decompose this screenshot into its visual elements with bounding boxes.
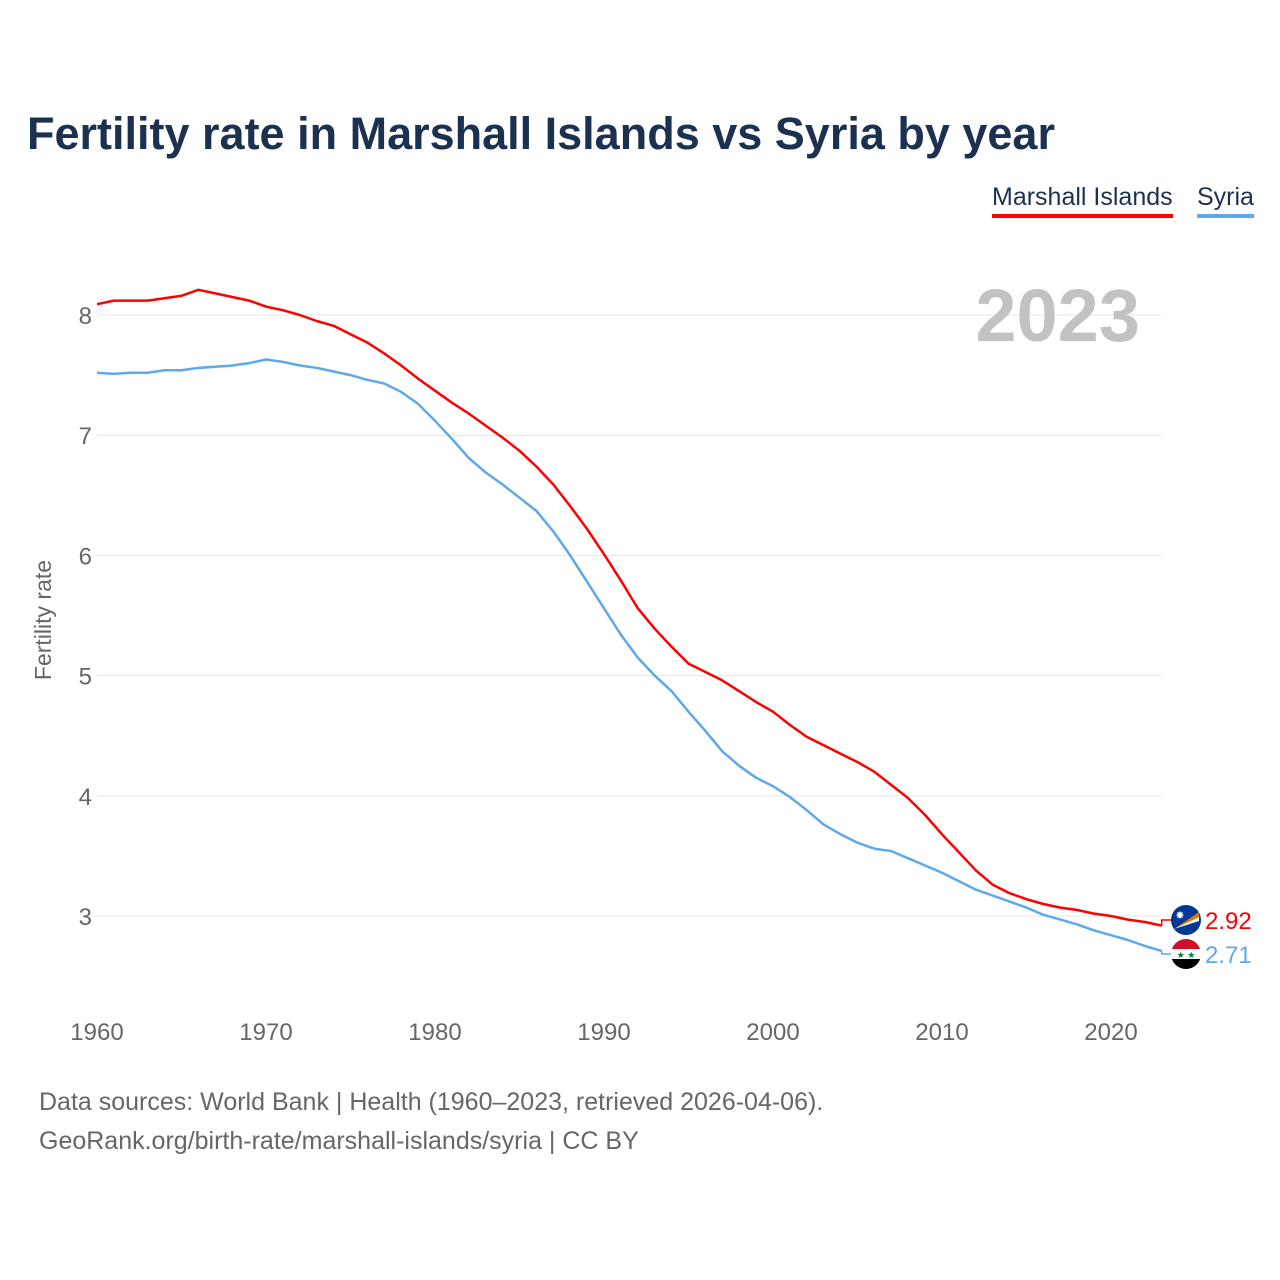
x-tick-label: 2020 (1084, 1019, 1137, 1046)
connector-line (1160, 950, 1172, 955)
flag-star: ✸ (1175, 910, 1184, 922)
chart-title: Fertility rate in Marshall Islands vs Sy… (27, 108, 1055, 159)
y-tick-label: 7 (79, 423, 92, 450)
y-tick-label: 5 (79, 664, 92, 691)
x-tick-label: 1980 (408, 1019, 461, 1046)
flag-stripe (1174, 917, 1199, 929)
flag-stripe (1171, 959, 1201, 969)
flag-stripe (1174, 912, 1199, 929)
end-value-label: 2.71 (1205, 942, 1252, 969)
x-tick-label: 1990 (577, 1019, 630, 1046)
year-label: 2023 (975, 274, 1140, 357)
y-tick-label: 8 (79, 303, 92, 330)
y-tick-label: 6 (79, 543, 92, 570)
x-tick-label: 2010 (915, 1019, 968, 1046)
y-axis-label: Fertility rate (30, 560, 56, 680)
x-tick-label: 1960 (70, 1019, 123, 1046)
source-link[interactable]: GeoRank.org/birth-rate/marshall-islands/… (39, 1127, 639, 1155)
flag-stripe (1171, 949, 1201, 959)
data-sources: Data sources: World Bank | Health (1960–… (39, 1088, 824, 1116)
legend-marshall-islands[interactable]: Marshall Islands (992, 183, 1173, 218)
x-tick-label: 1970 (239, 1019, 292, 1046)
x-tick-label: 2000 (746, 1019, 799, 1046)
series-line-marshall-islands (96, 288, 1162, 927)
series-line-syria (96, 358, 1163, 953)
flag-stars: ★ ★ (1177, 950, 1196, 960)
syria-flag-icon (1171, 939, 1201, 949)
end-value-label: 2.92 (1205, 908, 1252, 935)
y-tick-label: 3 (79, 904, 92, 931)
y-tick-label: 4 (79, 784, 92, 811)
connector-line (1160, 919, 1172, 926)
legend-syria[interactable]: Syria (1197, 183, 1254, 218)
